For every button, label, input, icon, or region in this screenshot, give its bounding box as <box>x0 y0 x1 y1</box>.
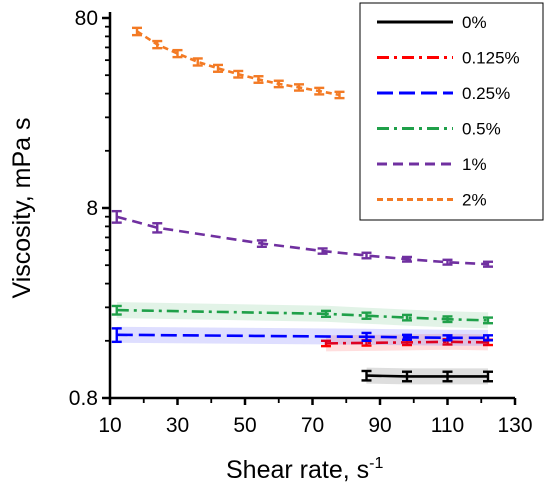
error-bar <box>314 86 325 96</box>
legend-label: 2% <box>462 191 487 210</box>
y-tick-label: 8 <box>86 197 98 220</box>
series-line <box>366 374 488 378</box>
legend-label: 0% <box>462 13 487 32</box>
legend-item: 0% <box>377 13 487 32</box>
x-axis-title: Shear rate, s-1 <box>226 455 383 484</box>
x-tick-label: 130 <box>497 414 532 437</box>
axes-layer: 0.8 8 80 10 30 50 70 90 110 130 Shear rate, s-1 Vis… <box>8 7 533 484</box>
error-bar <box>294 83 304 92</box>
x-tick-label: 70 <box>301 414 324 437</box>
error-bar <box>111 304 122 316</box>
legend-label: 0.125% <box>462 49 520 68</box>
y-tick-label: 0.8 <box>69 387 98 410</box>
error-bar <box>152 39 163 50</box>
error-bar <box>111 327 122 344</box>
error-bar <box>253 75 264 84</box>
x-tick-label: 50 <box>233 414 256 437</box>
error-bar <box>361 369 372 382</box>
error-bar <box>233 69 244 79</box>
error-bar <box>334 90 345 100</box>
error-bar <box>111 209 122 224</box>
series-line <box>136 30 340 97</box>
error-bar <box>442 334 453 342</box>
series-0.5% <box>111 302 493 329</box>
x-tick-label: 10 <box>98 414 121 437</box>
error-bar <box>172 48 183 59</box>
error-bar <box>152 222 163 234</box>
series-line <box>116 215 489 266</box>
series-band <box>116 302 489 329</box>
series-2% <box>132 26 345 100</box>
error-bar <box>192 57 203 67</box>
legend-label: 0.5% <box>462 120 501 139</box>
error-bar <box>402 370 412 383</box>
legend-box <box>359 2 544 221</box>
series-0.125% <box>321 333 493 352</box>
legend-item: 0.25% <box>377 84 510 103</box>
series-layer <box>111 26 493 385</box>
error-bar <box>483 260 493 268</box>
legend-item: 2% <box>377 191 487 210</box>
error-bar <box>361 311 372 320</box>
error-bar <box>483 334 493 342</box>
x-tick-label: 110 <box>431 414 464 437</box>
legend-item: 0.125% <box>377 49 520 68</box>
error-bar <box>132 26 142 37</box>
legend-item: 0.5% <box>377 120 501 139</box>
error-bar <box>402 313 412 322</box>
error-bar <box>273 79 284 89</box>
x-tick-label: 30 <box>166 414 189 437</box>
legend: 0% 0.125% 0.25% 0.5% 1% 2% <box>359 2 544 221</box>
series-0% <box>361 367 493 385</box>
legend-label: 0.25% <box>462 84 510 103</box>
series-1% <box>111 209 493 268</box>
series-0.25% <box>111 326 493 346</box>
error-bar <box>213 63 223 73</box>
error-bar <box>483 316 493 325</box>
y-tick-label: 80 <box>75 7 98 30</box>
error-bar <box>317 247 328 255</box>
error-bar <box>402 255 412 263</box>
legend-item: 1% <box>377 155 487 174</box>
error-bar <box>361 251 372 260</box>
error-bar <box>256 239 267 248</box>
x-tick-label: 90 <box>368 414 391 437</box>
error-bar <box>483 370 493 383</box>
error-bar <box>321 339 331 348</box>
error-bar <box>442 370 453 383</box>
error-bar <box>361 331 372 343</box>
error-bar <box>321 309 331 319</box>
error-bar <box>402 333 412 341</box>
y-axis-title: Viscosity, mPa s <box>8 117 36 298</box>
error-bar <box>442 258 453 266</box>
legend-label: 1% <box>462 155 487 174</box>
error-bar <box>442 315 453 324</box>
